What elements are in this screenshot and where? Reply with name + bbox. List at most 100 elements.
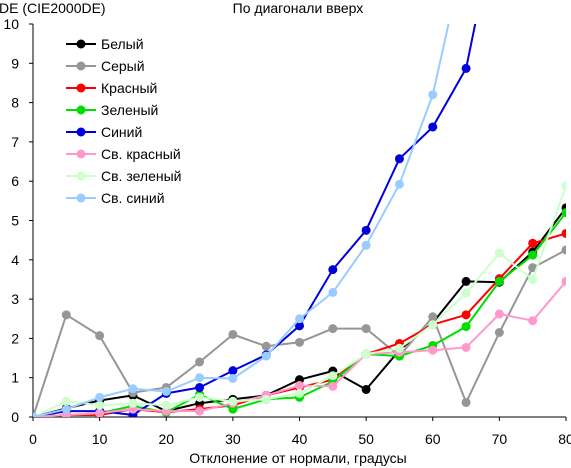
data-point bbox=[228, 329, 238, 339]
data-point bbox=[261, 351, 271, 361]
data-point bbox=[295, 321, 304, 331]
series-7 bbox=[33, 181, 566, 417]
y-tick-label: 9 bbox=[11, 55, 19, 71]
data-point bbox=[428, 320, 438, 330]
legend-entry: Серый bbox=[66, 58, 145, 74]
y-tick-label: 0 bbox=[11, 409, 19, 425]
series-8 bbox=[33, 24, 450, 417]
x-tick-label: 0 bbox=[29, 431, 37, 447]
data-point bbox=[61, 310, 71, 320]
y-tick-label: 3 bbox=[11, 291, 19, 307]
data-point bbox=[95, 408, 105, 417]
legend-entry: Белый bbox=[66, 36, 144, 52]
data-point bbox=[528, 238, 538, 248]
axes: 0 1 2 3 4 5 6 7 8 9 10 0 10 20 30 40 50 60 70 80 bbox=[3, 16, 571, 447]
legend-entry: Зеленый bbox=[66, 102, 158, 118]
x-axis-label: Отклонение от нормали, градусы bbox=[189, 450, 406, 466]
legend-entry: Красный bbox=[66, 80, 157, 96]
data-point bbox=[328, 287, 338, 297]
series-layer bbox=[33, 24, 566, 417]
legend-label: Белый bbox=[101, 36, 144, 52]
data-point bbox=[128, 384, 138, 394]
legend-label: Красный bbox=[101, 80, 157, 96]
legend-label: Синий bbox=[101, 124, 142, 140]
legend-entry: Св. синий bbox=[66, 190, 165, 206]
data-point bbox=[95, 392, 105, 402]
data-point bbox=[428, 122, 438, 132]
data-point bbox=[361, 324, 371, 334]
data-point bbox=[361, 349, 371, 359]
data-point bbox=[33, 412, 38, 417]
data-point bbox=[461, 63, 471, 73]
legend-entry: Синий bbox=[66, 124, 142, 140]
legend-marker bbox=[76, 171, 86, 181]
x-tick-label: 10 bbox=[92, 431, 108, 447]
data-point bbox=[494, 248, 504, 258]
x-tick-label: 70 bbox=[492, 431, 508, 447]
data-point bbox=[461, 276, 471, 286]
data-point bbox=[261, 394, 271, 404]
legend-marker bbox=[76, 105, 86, 115]
data-point bbox=[528, 316, 538, 326]
legend-marker bbox=[76, 83, 86, 93]
data-point bbox=[394, 343, 404, 353]
data-point bbox=[461, 342, 471, 352]
legend-marker bbox=[76, 39, 86, 49]
y-tick-label: 5 bbox=[11, 213, 19, 229]
legend-marker bbox=[76, 193, 86, 203]
y-tick-label: 8 bbox=[11, 95, 19, 111]
data-point bbox=[228, 396, 238, 406]
data-point bbox=[494, 309, 504, 319]
data-point bbox=[394, 179, 404, 189]
y-tick-label: 7 bbox=[11, 134, 19, 150]
legend-label: Св. синий bbox=[101, 190, 165, 206]
data-point bbox=[328, 371, 338, 381]
legend: Белый Серый Красный Зеленый Синий Св. красный… bbox=[66, 36, 181, 206]
series-line bbox=[33, 24, 450, 417]
data-point bbox=[61, 404, 71, 414]
data-point bbox=[195, 373, 205, 383]
legend-entry: Св. зеленый bbox=[66, 168, 181, 184]
data-point bbox=[261, 341, 271, 351]
data-point bbox=[428, 345, 438, 355]
data-point bbox=[528, 263, 538, 273]
x-tick-label: 30 bbox=[225, 431, 241, 447]
x-tick-label: 80 bbox=[558, 431, 571, 447]
data-point bbox=[195, 383, 205, 393]
legend-label: Серый bbox=[101, 58, 145, 74]
data-point bbox=[494, 328, 504, 338]
data-point bbox=[528, 274, 538, 284]
y-tick-label: 1 bbox=[11, 370, 19, 386]
data-point bbox=[195, 406, 205, 416]
data-point bbox=[428, 312, 438, 322]
data-point bbox=[295, 381, 304, 391]
legend-label: Зеленый bbox=[101, 102, 158, 118]
data-point bbox=[361, 225, 371, 235]
data-point bbox=[561, 208, 566, 218]
data-point bbox=[95, 400, 105, 410]
y-tick-label: 6 bbox=[11, 173, 19, 189]
data-point bbox=[461, 310, 471, 320]
data-point bbox=[494, 276, 504, 286]
legend-marker bbox=[76, 127, 86, 137]
data-point bbox=[461, 288, 471, 298]
data-point bbox=[95, 331, 105, 341]
x-tick-label: 50 bbox=[358, 431, 374, 447]
data-point bbox=[561, 181, 566, 191]
data-point bbox=[328, 324, 338, 334]
x-tick-label: 60 bbox=[425, 431, 441, 447]
data-point bbox=[228, 373, 238, 383]
data-point bbox=[328, 381, 338, 391]
data-point bbox=[295, 337, 304, 347]
data-point bbox=[61, 396, 71, 406]
legend-label: Св. зеленый bbox=[101, 168, 181, 184]
data-point bbox=[528, 250, 538, 260]
data-point bbox=[561, 228, 566, 238]
chart-title: По диагонали вверх bbox=[233, 0, 364, 16]
data-point bbox=[128, 398, 138, 408]
data-point bbox=[295, 314, 304, 324]
data-point bbox=[161, 386, 171, 396]
x-tick-label: 40 bbox=[292, 431, 308, 447]
data-point bbox=[428, 90, 438, 100]
data-point bbox=[328, 265, 338, 275]
